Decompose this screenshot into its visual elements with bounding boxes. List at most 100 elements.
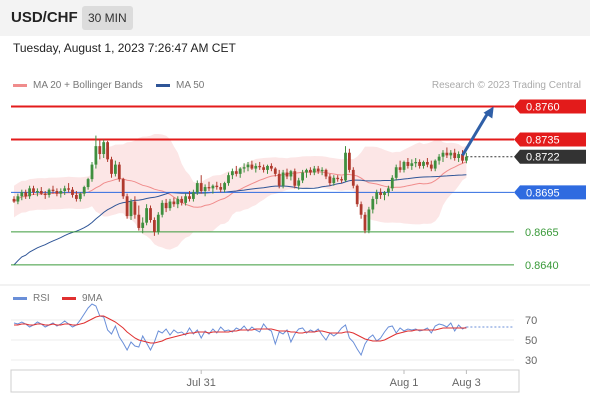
- candle-body: [117, 164, 121, 180]
- level-tag-bg: [514, 132, 586, 147]
- candle: [262, 164, 265, 173]
- candle: [184, 193, 187, 206]
- timestamp: Tuesday, August 1, 2023 7:26:47 AM CET: [13, 41, 236, 55]
- candle-body: [390, 177, 394, 189]
- candle-body: [47, 189, 51, 195]
- forecast-arrow: [461, 106, 494, 157]
- candle-body: [102, 142, 106, 155]
- candle-body: [437, 156, 441, 161]
- candle-body: [32, 188, 35, 193]
- candle: [180, 196, 184, 206]
- candle: [28, 185, 31, 199]
- bollinger-band: [14, 134, 467, 250]
- candle-body: [145, 208, 148, 223]
- candle: [227, 172, 230, 186]
- candle-body: [336, 177, 340, 180]
- candle-body: [195, 183, 199, 193]
- candle-body: [414, 161, 418, 164]
- candle: [110, 156, 113, 178]
- candle: [285, 168, 289, 180]
- level-tag-bg: [514, 185, 586, 200]
- candle: [258, 161, 262, 170]
- candle-body: [367, 209, 371, 231]
- candle: [215, 181, 219, 190]
- level-tag-0.8735: 0.8735: [514, 132, 586, 147]
- candle: [367, 206, 371, 234]
- candle-body: [137, 214, 141, 228]
- candle: [164, 198, 168, 213]
- candle: [465, 152, 468, 164]
- candle: [149, 205, 152, 223]
- forecast-arrow-head: [483, 106, 494, 119]
- candle-body: [125, 196, 129, 217]
- candle: [207, 181, 211, 191]
- candle-body: [63, 188, 67, 191]
- currency-pair-title: USD/CHF: [11, 9, 78, 26]
- forecast-arrow-shaft: [461, 110, 490, 157]
- level-label: 0.8695: [526, 187, 560, 199]
- candle-body: [250, 164, 254, 169]
- candle-body: [188, 196, 191, 199]
- candle: [153, 217, 156, 236]
- candle: [351, 167, 355, 189]
- candle: [172, 197, 176, 207]
- candle-body: [98, 146, 102, 155]
- candles: [12, 135, 468, 236]
- candle: [55, 188, 59, 197]
- candle: [195, 180, 199, 195]
- legend-ma50: MA 50: [156, 80, 204, 91]
- candle: [418, 159, 421, 169]
- candle-body: [316, 168, 320, 172]
- candle: [129, 198, 133, 221]
- candle: [39, 187, 43, 195]
- candle: [98, 139, 102, 160]
- candle-body: [258, 165, 262, 168]
- candle-body: [156, 214, 160, 232]
- candle: [36, 188, 39, 197]
- candle: [320, 167, 324, 176]
- candle: [433, 159, 437, 172]
- candle: [270, 163, 273, 172]
- candle: [67, 183, 70, 193]
- candle-body: [20, 192, 24, 197]
- candle-body: [375, 192, 379, 199]
- candle-body: [78, 193, 82, 199]
- candle-body: [223, 183, 226, 190]
- level-label: 0.8722: [526, 152, 560, 164]
- candle-body: [238, 168, 242, 174]
- level-tag-0.8665: 0.8665: [525, 227, 559, 239]
- candle: [51, 185, 55, 194]
- candle-body: [59, 191, 63, 194]
- candle: [422, 160, 425, 169]
- candle: [16, 193, 20, 205]
- candle-body: [199, 183, 203, 191]
- candle: [246, 161, 250, 172]
- candle-body: [309, 169, 312, 173]
- candle: [355, 184, 359, 207]
- timeframe-badge[interactable]: 30 MIN: [82, 6, 133, 30]
- candle-body: [277, 173, 281, 186]
- candle-body: [297, 180, 301, 186]
- candle-body: [254, 165, 258, 169]
- candle: [156, 212, 160, 235]
- candle-body: [270, 165, 273, 169]
- candle-body: [160, 202, 164, 215]
- candle-body: [211, 185, 215, 189]
- candle: [203, 184, 207, 197]
- legend-ma20-swatch: [13, 83, 27, 87]
- candle-body: [153, 220, 156, 232]
- candle-body: [273, 168, 277, 174]
- candle-body: [24, 192, 28, 197]
- candle: [429, 160, 433, 172]
- credit-text: Research © 2023 Trading Central: [431, 80, 581, 91]
- candle-body: [227, 175, 230, 184]
- candle: [332, 175, 336, 186]
- candle: [266, 164, 269, 174]
- candle: [453, 148, 457, 161]
- candle-body: [55, 191, 59, 194]
- candle: [238, 167, 242, 178]
- legend-rsi: RSI: [13, 293, 50, 304]
- candle-body: [207, 187, 211, 189]
- candle-body: [348, 152, 351, 170]
